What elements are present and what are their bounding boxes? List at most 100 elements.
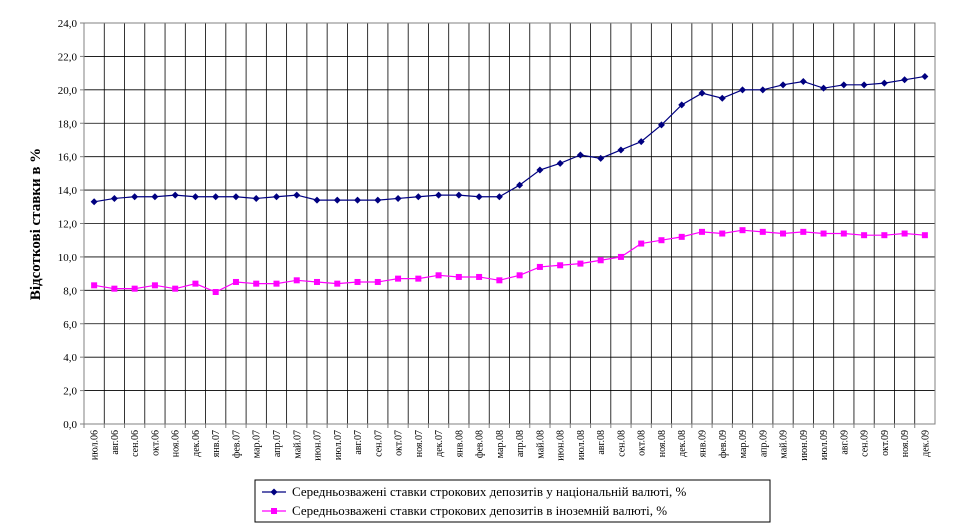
x-tick-label: янв.08 [454,430,465,457]
data-point-square [374,278,381,285]
data-point-square [840,230,847,237]
data-point-diamond [799,77,807,85]
x-tick-label: окт.07 [394,430,405,456]
x-axis-ticks: июл.06 авг.06 сен.06 окт.06 ноя.06 дек.06 янв.… [83,424,931,461]
x-tick-label: июн.09 [799,430,810,461]
data-point-diamond [921,72,929,80]
data-point-square [293,277,300,284]
data-point-diamond [90,198,98,206]
data-point-diamond [435,191,443,199]
data-point-square [435,272,442,279]
data-point-square [921,232,928,239]
x-tick-label: мар.07 [252,430,263,458]
x-tick-label: июн.08 [556,430,567,461]
legend-entry-foreign: Середньозважені ставки строкових депозит… [262,503,667,518]
x-tick-label: янв.07 [211,430,222,457]
x-tick-label: сен.09 [860,430,871,457]
data-point-square [395,275,402,282]
data-point-diamond [840,81,848,89]
x-tick-label: ноя.09 [900,430,911,457]
x-tick-label: сен.07 [373,430,384,457]
series-line-2 [94,229,925,293]
data-point-diamond [637,138,645,146]
data-point-square [476,273,483,280]
data-point-square [496,277,503,284]
data-point-diamond [232,193,240,201]
data-point-square [881,232,888,239]
data-point-square [151,282,158,289]
data-point-square [698,228,705,235]
data-point-square [638,240,645,247]
data-point-square [91,282,98,289]
data-point-diamond [820,84,828,92]
legend-entry-national: Середньозважені ставки строкових депозит… [262,484,686,499]
data-point-square [800,228,807,235]
data-point-diamond [678,101,686,109]
data-point-square [901,230,908,237]
data-point-diamond [617,146,625,154]
data-point-square [719,230,726,237]
data-point-square [759,228,766,235]
y-tick-label: 2,0 [63,386,77,398]
data-point-diamond [110,194,118,202]
x-tick-label: дек.08 [677,430,688,457]
data-point-square [678,233,685,240]
data-point-square [212,289,219,296]
data-point-square [577,260,584,267]
data-point-square [597,257,604,264]
data-point-square [658,237,665,244]
y-tick-label: 22,0 [58,51,78,63]
x-tick-label: сен.08 [616,430,627,457]
data-point-square [253,280,260,287]
data-point-diamond [333,196,341,204]
x-tick-label: авг.08 [596,430,607,455]
x-tick-label: апр.09 [758,430,769,457]
x-tick-label: мар.09 [738,430,749,458]
data-point-diamond [698,89,706,97]
data-point-diamond [576,151,584,159]
data-point-diamond [212,193,220,201]
legend: Середньозважені ставки строкових депозит… [254,479,771,523]
data-point-square [739,227,746,234]
data-point-diamond [779,81,787,89]
data-point-diamond [597,154,605,162]
x-tick-label: дек.06 [191,430,202,457]
data-point-diamond [880,79,888,87]
data-point-diamond [657,121,665,129]
data-point-square [273,280,280,287]
data-point-diamond [252,194,260,202]
data-point-diamond [759,86,767,94]
y-tick-label: 12,0 [58,219,78,231]
data-point-diamond [414,193,422,201]
data-point-square [557,262,564,269]
x-tick-label: апр.07 [272,430,283,457]
y-tick-label: 18,0 [58,118,78,130]
data-point-diamond [272,193,280,201]
data-point-square [172,285,179,292]
data-point-diamond [536,166,544,174]
x-tick-label: фев.09 [718,430,729,458]
x-tick-label: фев.07 [231,430,242,458]
data-point-square [111,285,118,292]
x-tick-label: окт.09 [880,430,891,456]
x-tick-label: май.08 [535,430,546,459]
legend-label-foreign: Середньозважені ставки строкових депозит… [292,503,667,518]
data-point-diamond [131,193,139,201]
data-point-diamond [191,193,199,201]
x-tick-label: июл.08 [576,430,587,460]
x-tick-label: окт.06 [150,430,161,456]
x-tick-label: дек.09 [920,430,931,457]
y-axis-ticks: 0,0 2,0 4,0 6,0 8,0 10,0 12,0 14,0 16,0 18,0 20,0 2… [58,18,84,431]
x-tick-label: июл.09 [819,430,830,460]
data-point-square [354,278,361,285]
series-markers [90,72,929,296]
legend-marker-diamond [270,488,278,496]
data-point-square [861,232,868,239]
y-tick-label: 0,0 [63,419,77,431]
data-point-diamond [455,191,463,199]
x-tick-label: окт.08 [637,430,648,456]
x-tick-label: ноя.06 [171,430,182,457]
legend-box [254,479,771,523]
data-point-square [192,280,199,287]
